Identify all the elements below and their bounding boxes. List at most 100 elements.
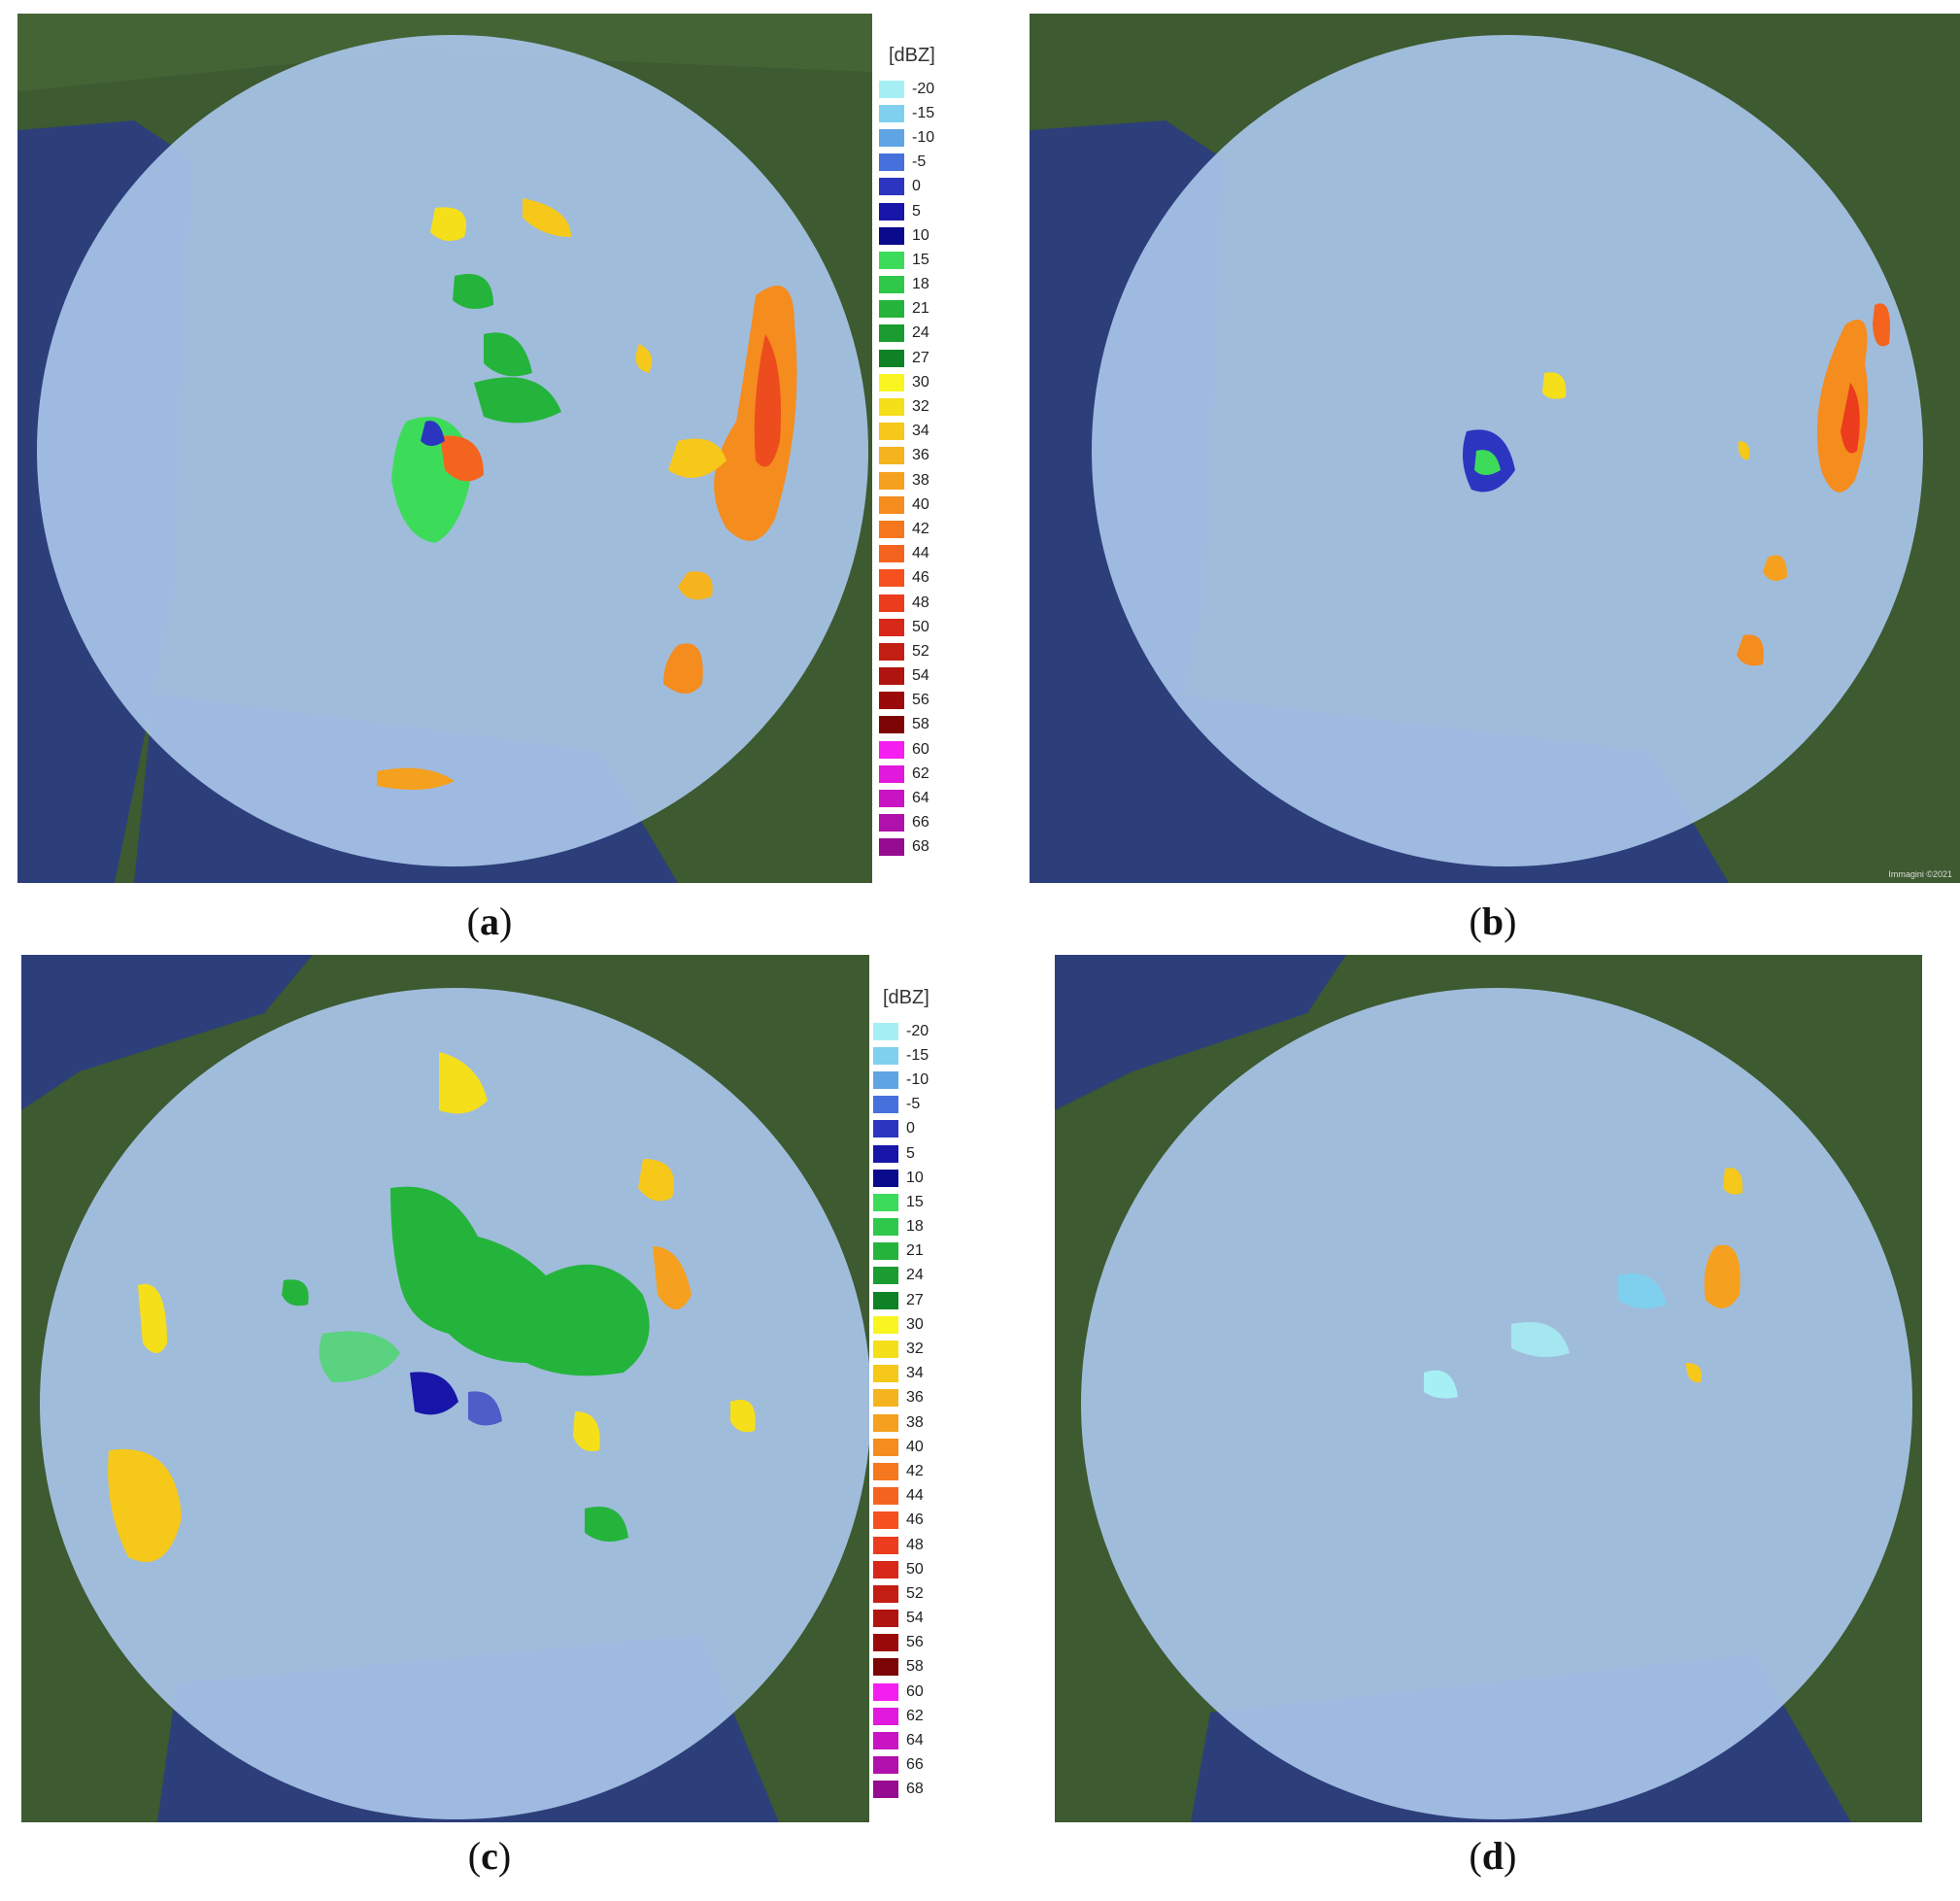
legend-swatch [873, 1487, 898, 1506]
legend-entry: -10 [873, 1068, 951, 1092]
legend-entry: 38 [879, 468, 957, 492]
legend-swatch [873, 1610, 898, 1628]
legend-swatch [879, 618, 904, 636]
legend-swatch [879, 178, 904, 196]
legend-label: 24 [912, 324, 929, 342]
caption-close: ) [1504, 1834, 1517, 1878]
caption-close: ) [497, 1834, 512, 1878]
legend-title: [dBZ] [889, 45, 935, 66]
legend-entry: 5 [873, 1141, 951, 1166]
legend-entry: 48 [879, 591, 957, 615]
legend-swatch [879, 838, 904, 857]
legend-swatch [873, 1193, 898, 1211]
caption-b: (b) [1435, 899, 1551, 944]
legend-entry: 15 [879, 248, 957, 272]
legend-label: 62 [912, 764, 929, 782]
legend-swatch [879, 594, 904, 612]
legend-entry: 34 [873, 1362, 951, 1386]
legend-label: 66 [912, 814, 929, 832]
legend-swatch [879, 80, 904, 98]
legend-swatch [873, 1756, 898, 1775]
legend-swatch [873, 1365, 898, 1383]
legend-swatch [873, 1070, 898, 1089]
legend-entry: 64 [879, 786, 957, 810]
legend-swatch [873, 1511, 898, 1530]
legend-swatch [873, 1536, 898, 1554]
legend-entry: 40 [873, 1435, 951, 1459]
legend-entry: 40 [879, 492, 957, 517]
legend-swatch [873, 1242, 898, 1261]
legend-label: 10 [912, 226, 929, 244]
legend-entry: 50 [879, 615, 957, 639]
caption-letter: d [1481, 1834, 1504, 1878]
legend-entry: 52 [873, 1581, 951, 1606]
legend-swatch [879, 520, 904, 538]
legend-label: 40 [906, 1438, 924, 1455]
legend-entry: 32 [873, 1337, 951, 1361]
legend-swatch [879, 716, 904, 734]
legend-entry: 34 [879, 420, 957, 444]
legend-swatch [873, 1462, 898, 1480]
legend-swatch [879, 104, 904, 122]
legend-c: [dBZ] -20 -15 -10 -5 0 5 10 15 18 21 24 27 30 32 34 36 3… [873, 986, 951, 1802]
legend-entry: 0 [873, 1117, 951, 1141]
radar-map-d [1055, 955, 1922, 1822]
legend-label: 50 [912, 618, 929, 635]
legend-title: [dBZ] [883, 987, 929, 1008]
legend-entry: 62 [873, 1704, 951, 1728]
legend-swatch [879, 251, 904, 269]
legend-label: 44 [906, 1487, 924, 1505]
legend-label: 58 [906, 1658, 924, 1676]
legend-entry: 68 [873, 1778, 951, 1802]
radar-map-panel-a [17, 14, 872, 883]
legend-swatch [879, 202, 904, 221]
legend-swatch [873, 1732, 898, 1750]
legend-entry: 64 [873, 1728, 951, 1752]
legend-entry: 15 [873, 1190, 951, 1214]
legend-label: 66 [906, 1756, 924, 1774]
legend-label: 32 [906, 1341, 924, 1358]
caption-letter: b [1481, 900, 1504, 943]
legend-swatch [873, 1022, 898, 1040]
legend-rows: -20 -15 -10 -5 0 5 10 15 18 21 24 27 30 32 34 36 38 40 42 4… [873, 1019, 951, 1802]
legend-entry: 46 [873, 1509, 951, 1533]
legend-label: -5 [906, 1096, 921, 1113]
legend-label: 0 [912, 178, 921, 195]
legend-label: 27 [912, 349, 929, 366]
legend-label: 56 [906, 1634, 924, 1651]
caption-open: ( [1469, 1834, 1482, 1878]
legend-label: 5 [906, 1144, 915, 1162]
legend-entry: 10 [873, 1166, 951, 1190]
legend-swatch [879, 300, 904, 319]
legend-entry: 58 [873, 1655, 951, 1680]
legend-swatch [873, 1781, 898, 1799]
legend-label: 68 [906, 1781, 924, 1798]
legend-entry: 38 [873, 1410, 951, 1435]
legend-label: 42 [912, 520, 929, 537]
legend-entry: 60 [879, 737, 957, 762]
legend-entry: 18 [879, 273, 957, 297]
legend-swatch [879, 495, 904, 514]
caption-open: ( [1469, 900, 1482, 943]
legend-swatch [873, 1658, 898, 1677]
legend-swatch [879, 153, 904, 172]
legend-entry: -20 [879, 77, 957, 101]
legend-label: 64 [906, 1732, 924, 1749]
legend-label: 0 [906, 1120, 915, 1137]
legend-entry: 50 [873, 1557, 951, 1581]
legend-entry: -20 [873, 1019, 951, 1043]
radar-map-panel-d [1055, 955, 1922, 1822]
legend-swatch [879, 276, 904, 294]
legend-swatch [879, 740, 904, 759]
legend-swatch [879, 764, 904, 783]
legend-entry: 44 [879, 542, 957, 566]
legend-swatch [873, 1584, 898, 1603]
legend-label: 52 [912, 642, 929, 660]
legend-label: 38 [912, 471, 929, 489]
legend-rows: -20 -15 -10 -5 0 5 10 15 18 21 24 27 30 32 34 36 38 40 42 4… [879, 77, 957, 860]
legend-label: 34 [912, 423, 929, 440]
legend-label: 21 [906, 1242, 924, 1260]
legend-swatch [879, 447, 904, 465]
legend-label: 56 [912, 692, 929, 709]
legend-entry: 60 [873, 1680, 951, 1704]
